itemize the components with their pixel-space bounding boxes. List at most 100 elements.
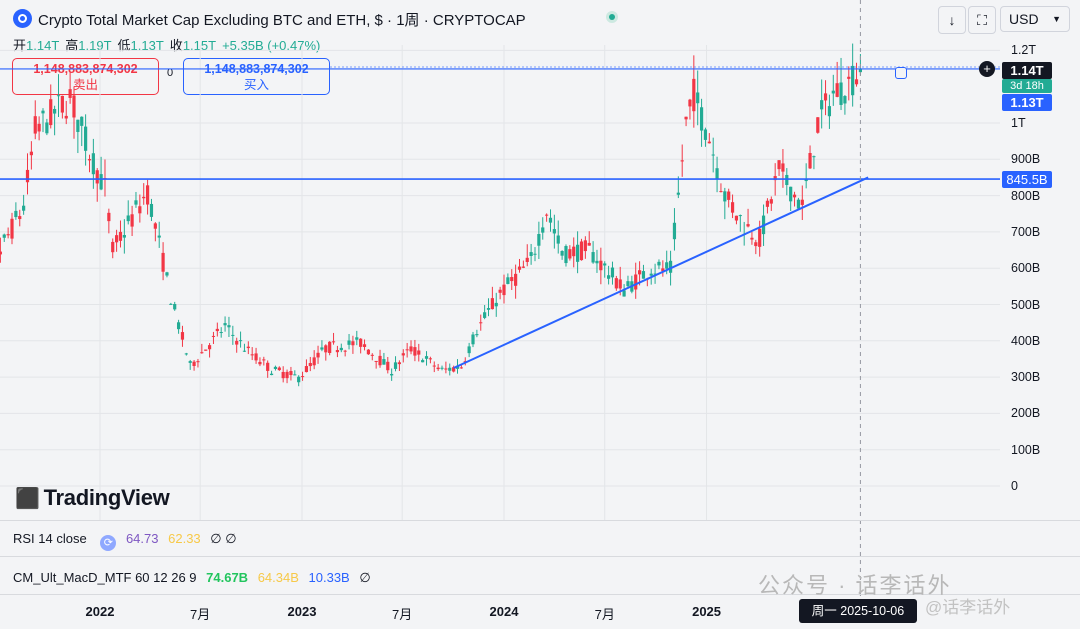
candle-body <box>45 122 49 134</box>
low-key: 低 <box>117 38 131 53</box>
candle-body <box>715 168 719 180</box>
candle-body <box>479 322 483 324</box>
candle-body <box>746 224 750 227</box>
candle-body <box>370 354 374 356</box>
candle-body <box>25 169 30 183</box>
add-order-icon[interactable]: + <box>979 61 995 77</box>
candle-body <box>235 340 239 345</box>
candle-body <box>417 350 421 355</box>
buy-button[interactable]: 1,148,883,874,302 买入 <box>183 58 330 95</box>
x-tick-label: 7月 <box>594 607 615 622</box>
x-tick-label: 2023 <box>287 604 317 619</box>
candle-body <box>727 191 731 200</box>
rsi-value: 64.73 <box>125 531 159 546</box>
rsi-legend[interactable]: RSI 14 close ⟳ 64.73 62.33 ∅ ∅ <box>13 531 237 551</box>
loading-icon: ⟳ <box>100 535 117 551</box>
symbol-title[interactable]: Crypto Total Market Cap Excluding BTC an… <box>38 12 526 29</box>
candle-body <box>359 338 363 347</box>
candle-body <box>157 235 161 238</box>
candle-body <box>308 362 312 367</box>
candle-body <box>572 246 576 257</box>
candle-body <box>84 126 88 151</box>
candle-body <box>626 281 630 287</box>
download-icon[interactable]: ↓ <box>938 6 966 34</box>
candle-body <box>289 371 293 376</box>
rsi-name: RSI 14 close <box>13 531 87 546</box>
crosshair-date-label: 周一 2025-10-06 <box>799 599 917 623</box>
currency-select[interactable]: USD ▼ <box>1000 6 1070 32</box>
candle-body <box>424 356 429 359</box>
candle-body <box>37 123 41 132</box>
candle-body <box>316 352 320 358</box>
macd-extra: ∅ <box>359 570 371 585</box>
candle-body <box>765 200 770 207</box>
candle-body <box>149 203 154 217</box>
high-value: 1.19T <box>78 38 112 53</box>
cryptocap-logo-icon <box>13 9 32 28</box>
candle-body <box>831 90 835 94</box>
candle-body <box>169 303 173 305</box>
open-value: 1.14T <box>26 38 60 53</box>
candle-body <box>827 106 832 117</box>
pane-separator-time[interactable] <box>0 594 1080 595</box>
candle-body <box>576 244 580 262</box>
candle-body <box>510 277 514 282</box>
candle-body <box>452 367 456 372</box>
candle-body <box>111 241 115 253</box>
trend-line <box>453 176 869 369</box>
y-tick-label: 1.2T <box>1011 43 1037 58</box>
candle-body <box>854 79 859 85</box>
candle-body <box>200 352 204 354</box>
pane-separator-macd[interactable] <box>0 556 1080 557</box>
candle-body <box>2 234 6 238</box>
candle-body <box>637 270 642 275</box>
author-watermark: @话李话外 <box>925 598 1011 617</box>
y-tick-label: 0 <box>1011 479 1018 493</box>
candle-body <box>758 228 762 247</box>
pane-separator-rsi[interactable] <box>0 520 1080 521</box>
macd-legend[interactable]: CM_Ult_MacD_MTF 60 12 26 9 74.67B 64.34B… <box>13 570 371 586</box>
candle-body <box>401 353 405 356</box>
candle-body <box>269 373 274 376</box>
candle-body <box>769 199 773 204</box>
candle-body <box>223 323 227 326</box>
macd-value: 74.67B <box>206 570 249 585</box>
candle-body <box>161 252 165 272</box>
candle-body <box>467 346 471 354</box>
fullscreen-icon[interactable]: ⛶ <box>968 6 996 34</box>
candle-body <box>525 257 529 262</box>
candle-body <box>115 235 119 243</box>
candle-body <box>331 341 336 343</box>
candle-body <box>750 237 754 240</box>
candle-body <box>587 242 591 246</box>
candle-body <box>68 89 72 98</box>
hline-price-tag: 845.5B <box>1002 171 1052 188</box>
y-tick-label: 700B <box>1011 224 1041 239</box>
candle-body <box>142 196 146 199</box>
candle-body <box>72 95 76 118</box>
candle-body <box>386 361 390 371</box>
x-tick-label: 2024 <box>489 604 519 619</box>
order-line-handle[interactable] <box>895 67 907 79</box>
candle-body <box>10 218 14 239</box>
candle-body <box>281 371 285 379</box>
sell-button[interactable]: 1,148,883,874,302 卖出 <box>12 58 159 95</box>
candle-body <box>773 176 777 181</box>
buy-label: 买入 <box>243 78 269 92</box>
candle-body <box>192 361 196 366</box>
candle-body <box>277 367 281 371</box>
candle-body <box>707 141 711 144</box>
y-tick-label: 600B <box>1011 261 1041 276</box>
candle-body <box>413 347 417 356</box>
candle-body <box>560 250 564 256</box>
sell-label: 卖出 <box>72 78 98 92</box>
candle-body <box>579 241 584 261</box>
candle-body <box>517 266 522 270</box>
candle-body <box>378 355 382 366</box>
candle-body <box>366 349 371 355</box>
candle-body <box>393 362 398 369</box>
y-tick-label: 1T <box>1011 116 1026 130</box>
candle-body <box>99 174 103 190</box>
